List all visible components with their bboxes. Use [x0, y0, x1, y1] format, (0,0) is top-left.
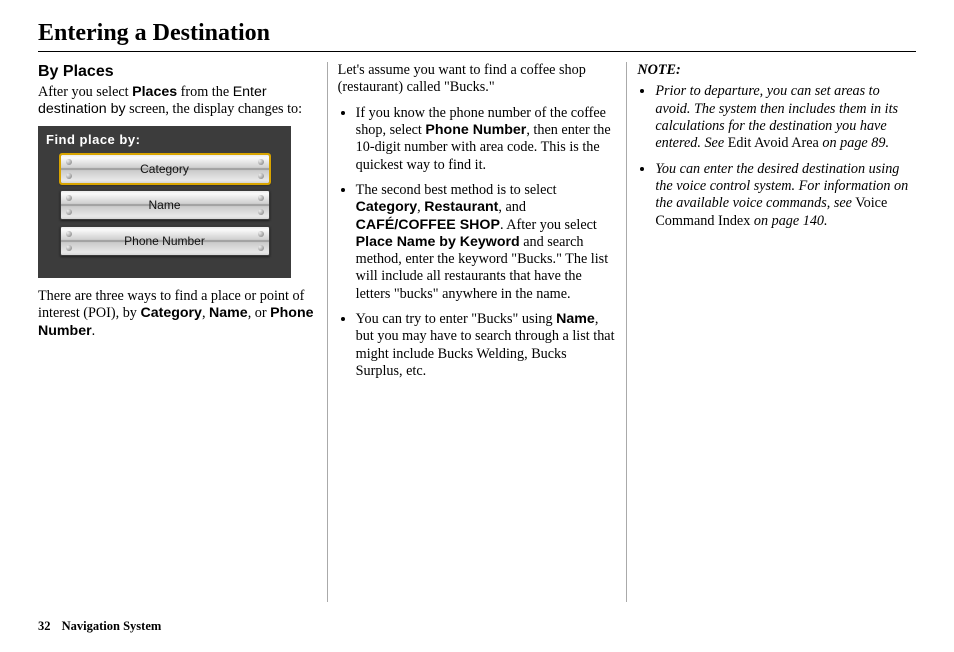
outro-paragraph: There are three ways to find a place or … — [38, 288, 317, 340]
text-places: Places — [132, 84, 177, 100]
note-list: Prior to departure, you can set areas to… — [637, 83, 916, 230]
page-footer: 32 Navigation System — [38, 619, 161, 634]
text: . — [92, 323, 96, 339]
text-cafe: CAFÉ/COFFEE SHOP — [356, 217, 500, 233]
link-edit-avoid-area: Edit Avoid Area — [724, 135, 822, 151]
text-name: Name — [556, 311, 595, 327]
button-label: Category — [140, 162, 189, 177]
category-button[interactable]: Category — [60, 154, 270, 184]
text-phone-number: Phone Number — [425, 122, 526, 138]
text: , — [202, 305, 209, 321]
text: The second best method is to select — [356, 182, 557, 198]
text-category: Category — [140, 305, 202, 321]
text: . After you select — [500, 217, 597, 233]
text-place-keyword: Place Name by Keyword — [356, 234, 520, 250]
bullet-list: If you know the phone number of the coff… — [338, 105, 617, 381]
page-title: Entering a Destination — [38, 20, 916, 52]
columns: By Places After you select Places from t… — [38, 62, 916, 602]
text: , or — [248, 305, 270, 321]
column-2: Let's assume you want to find a coffee s… — [328, 62, 627, 602]
lead-paragraph: Let's assume you want to find a coffee s… — [338, 62, 617, 97]
text: screen, the display changes to: — [126, 101, 303, 117]
name-button[interactable]: Name — [60, 190, 270, 220]
device-header: Find place by: — [46, 132, 140, 148]
text: from the — [177, 84, 233, 100]
text: After you select — [38, 84, 132, 100]
phone-number-button[interactable]: Phone Number — [60, 226, 270, 256]
text: You can try to enter "Bucks" using — [356, 311, 556, 327]
list-item: If you know the phone number of the coff… — [356, 105, 617, 174]
list-item: The second best method is to select Cate… — [356, 182, 617, 303]
text: , and — [498, 199, 526, 215]
note-heading: NOTE: — [637, 62, 916, 79]
list-item: You can enter the desired destination us… — [655, 161, 916, 230]
device-body: Category Name Phone Number — [38, 154, 291, 268]
intro-paragraph: After you select Places from the Enter d… — [38, 84, 317, 119]
text-restaurant: Restaurant — [424, 199, 498, 215]
heading-by-places: By Places — [38, 62, 317, 82]
column-3: NOTE: Prior to departure, you can set ar… — [627, 62, 916, 602]
note-text: on page 140. — [754, 213, 828, 229]
page-number: 32 — [38, 619, 51, 633]
button-label: Name — [148, 198, 180, 213]
book-title: Navigation System — [62, 619, 162, 633]
button-label: Phone Number — [124, 234, 205, 249]
note-text: on page 89. — [822, 135, 889, 151]
text-category: Category — [356, 199, 418, 215]
device-screenshot: Find place by: Category Name Phone Numbe… — [38, 126, 291, 278]
column-1: By Places After you select Places from t… — [38, 62, 327, 602]
list-item: You can try to enter "Bucks" using Name,… — [356, 311, 617, 380]
list-item: Prior to departure, you can set areas to… — [655, 83, 916, 152]
text-name: Name — [209, 305, 248, 321]
